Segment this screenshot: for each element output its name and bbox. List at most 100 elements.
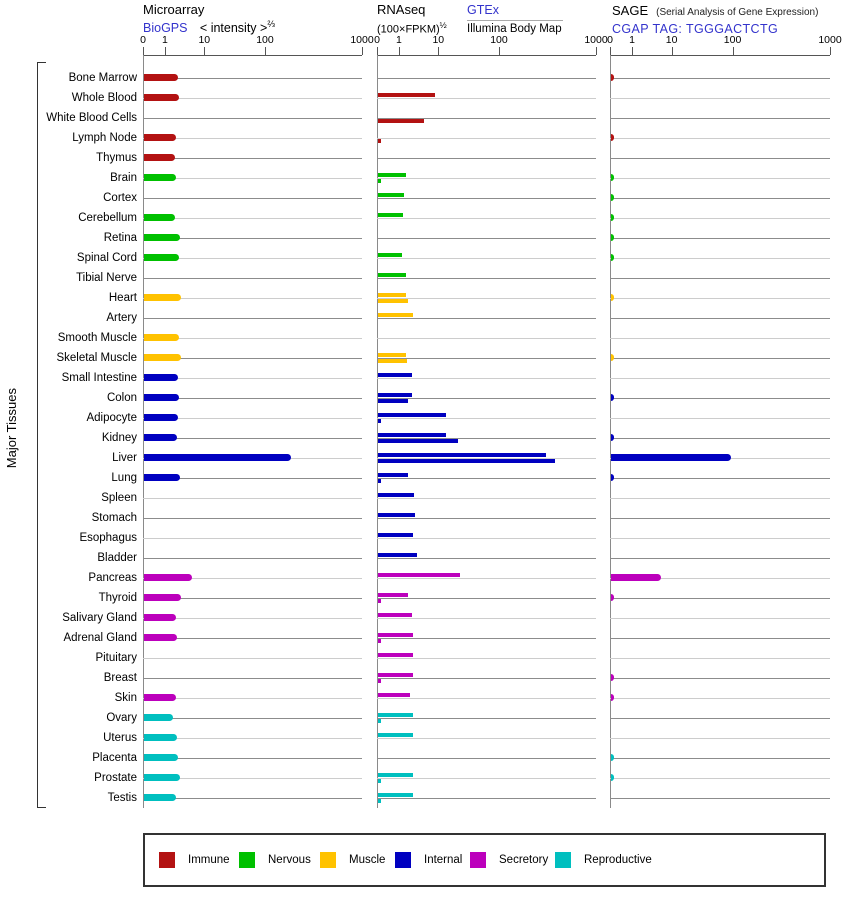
bar-microarray-small-intestine [144,374,178,381]
sage-track-23 [610,538,830,539]
tissue-label-liver: Liver [112,452,137,464]
microarray-track-33 [143,738,362,739]
bar-microarray-adrenal-gland [144,634,177,641]
tissue-label-esophagus: Esophagus [79,532,137,544]
tissue-label-whole-blood: Whole Blood [71,92,137,104]
tissue-label-adipocyte: Adipocyte [86,412,137,424]
rnaseq-tick-label-100: 100 [490,34,508,46]
bar-microarray-placenta [144,754,178,761]
sage-tick-label-1: 1 [629,34,635,46]
microarray-track-12 [143,318,362,319]
legend-item-nervous: Nervous [239,835,311,885]
bar-sage-pancreas [611,574,661,581]
bar-rnaseq-gtex-skin [378,693,410,697]
bar-rnaseq-illumina-brain [378,179,381,183]
rnaseq-tick-1000 [596,47,597,55]
rnaseq-source-divider [467,20,563,21]
bar-rnaseq-gtex-skeletal-muscle [378,353,406,357]
biogps-link[interactable]: BioGPS [143,21,188,36]
rnaseq-tick-label-1000: 1000 [584,34,608,46]
rnaseq-track-15 [377,378,596,379]
rnaseq-axis-vertical [377,55,378,808]
bar-microarray-retina [144,234,181,241]
sage-track-33 [610,738,830,739]
sage-tick-10 [671,47,673,55]
sage-track-8 [610,238,830,239]
bar-sage-bone-marrow [611,74,614,81]
sage-tag-line: CGAP TAG: TGGGACTCTG [612,22,818,36]
bar-microarray-lymph-node [144,134,176,141]
bar-microarray-thymus [144,154,175,161]
cgap-link[interactable]: CGAP [612,22,649,36]
bar-rnaseq-gtex-salivary-gland [378,613,412,617]
sage-track-28 [610,638,830,639]
sage-track-4 [610,158,830,159]
bar-rnaseq-illumina-liver [378,459,556,463]
microarray-track-8 [143,238,362,239]
microarray-track-29 [143,658,362,659]
rnaseq-track-2 [377,118,596,119]
legend-swatch-reproductive [555,852,571,868]
bar-rnaseq-gtex-spinal-cord [378,253,402,257]
tissue-label-pancreas: Pancreas [88,572,137,584]
sage-track-34 [610,758,830,759]
sage-tick-label-100: 100 [723,34,742,46]
tissue-label-brain: Brain [110,172,137,184]
sage-title-note: (Serial Analysis of Gene Expression) [656,7,819,18]
sage-track-10 [610,278,830,279]
tissue-label-cortex: Cortex [103,192,137,204]
bar-microarray-bone-marrow [144,74,178,81]
tissue-label-artery: Artery [106,312,137,324]
legend-swatch-nervous [239,852,255,868]
sage-track-1 [610,98,830,99]
bar-microarray-ovary [144,714,173,721]
rnaseq-track-6 [377,198,596,199]
sage-track-36 [610,798,830,799]
microarray-tick-10 [204,47,206,55]
sage-track-27 [610,618,830,619]
sage-track-5 [610,178,830,179]
major-tissues-label: Major Tissues [4,388,19,469]
bar-rnaseq-gtex-small-intestine [378,373,412,377]
sage-tick-100 [732,47,734,55]
tissue-label-thymus: Thymus [96,152,137,164]
legend-label-secretory: Secretory [499,854,549,866]
microarray-tick-label-1000: 1000 [350,34,374,46]
rnaseq-tick-label-10: 10 [432,34,445,46]
microarray-tick-label-100: 100 [256,34,274,46]
bar-rnaseq-gtex-pancreas [378,573,461,577]
rnaseq-track-21 [377,498,596,499]
sage-track-13 [610,338,830,339]
illumina-body-map-label: Illumina Body Map [467,23,562,35]
microarray-track-13 [143,338,362,339]
microarray-scale-label: < intensity >⅔ [199,19,275,36]
microarray-track-4 [143,158,362,159]
rnaseq-track-23 [377,538,596,539]
bar-rnaseq-gtex-pituitary [378,653,413,657]
rnaseq-formula: (100×FPKM)½ [377,20,447,36]
microarray-track-36 [143,798,362,799]
tissue-label-pituitary: Pituitary [95,652,137,664]
bar-sage-breast [611,674,614,681]
rnaseq-track-14 [377,358,596,359]
sage-axis-line [610,55,830,56]
bar-rnaseq-gtex-bladder [378,553,417,557]
bar-sage-prostate [611,774,614,781]
microarray-track-24 [143,558,362,559]
bar-rnaseq-illumina-adrenal-gland [378,639,381,643]
bar-rnaseq-gtex-heart [378,293,406,297]
rnaseq-track-16 [377,398,596,399]
tissue-label-retina: Retina [103,232,137,244]
microarray-tick-label-1: 1 [161,34,168,46]
bar-rnaseq-illumina-testis [378,799,381,803]
sage-track-0 [610,78,830,79]
bar-sage-colon [611,394,614,401]
bar-rnaseq-gtex-adrenal-gland [378,633,414,637]
bar-microarray-pancreas [144,574,192,581]
sage-tag-text: TAG: TGGGACTCTG [652,22,779,36]
bar-sage-placenta [611,754,614,761]
rnaseq-track-18 [377,438,596,439]
gtex-link[interactable]: GTEx [467,3,499,17]
rnaseq-tick-100 [498,47,500,55]
bar-rnaseq-gtex-uterus [378,733,414,737]
